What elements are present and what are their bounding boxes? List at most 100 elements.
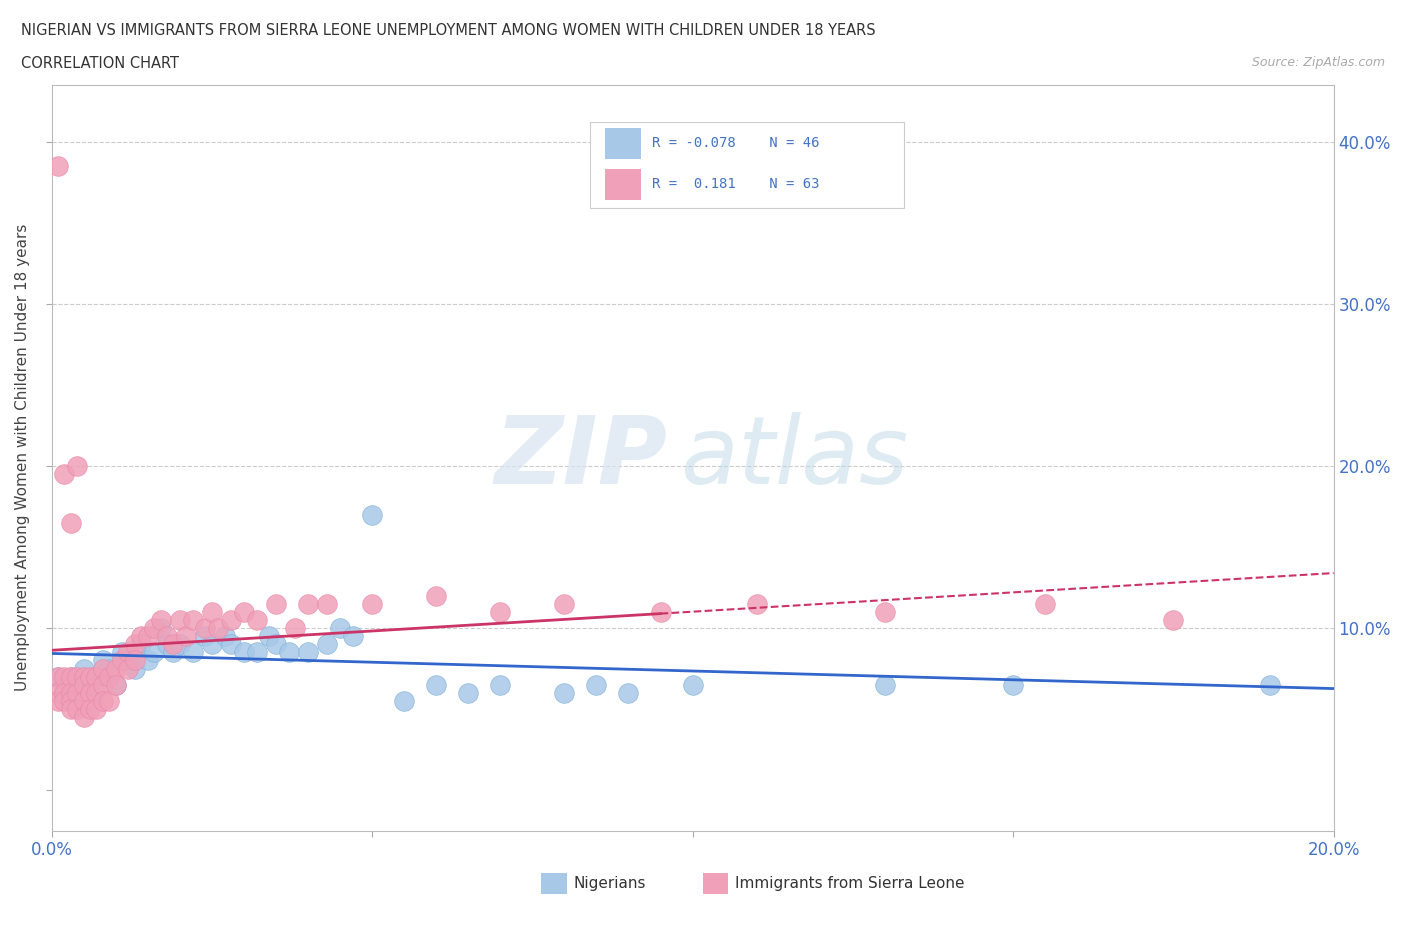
Text: NIGERIAN VS IMMIGRANTS FROM SIERRA LEONE UNEMPLOYMENT AMONG WOMEN WITH CHILDREN : NIGERIAN VS IMMIGRANTS FROM SIERRA LEONE… [21, 23, 876, 38]
Point [104, 661, 127, 676]
Point [111, 653, 134, 668]
Y-axis label: Unemployment Among Women with Children Under 18 years: Unemployment Among Women with Children U… [15, 224, 30, 691]
Point [1002, 677, 1025, 692]
Point [392, 694, 415, 709]
Point [72, 710, 94, 724]
Point [129, 637, 152, 652]
Point [149, 620, 172, 635]
Point [342, 629, 364, 644]
Point [136, 629, 159, 644]
Point [72, 677, 94, 692]
Point [86, 670, 108, 684]
Text: Nigerians: Nigerians [574, 876, 647, 891]
Point [53, 670, 76, 684]
Point [219, 613, 242, 628]
Point [585, 677, 607, 692]
Bar [606, 169, 641, 200]
Point [214, 629, 236, 644]
Point [489, 604, 512, 619]
Point [59, 694, 82, 709]
Point [91, 694, 114, 709]
Text: Immigrants from Sierra Leone: Immigrants from Sierra Leone [735, 876, 965, 891]
Point [149, 613, 172, 628]
Point [59, 670, 82, 684]
Point [553, 685, 575, 700]
Point [232, 604, 254, 619]
Point [59, 702, 82, 717]
Point [66, 670, 89, 684]
Point [1163, 613, 1185, 628]
Point [1258, 677, 1281, 692]
Point [264, 637, 287, 652]
Point [201, 637, 224, 652]
Point [124, 661, 146, 676]
Point [104, 677, 127, 692]
Point [316, 596, 339, 611]
Point [79, 677, 101, 692]
Point [156, 629, 179, 644]
Point [297, 644, 319, 659]
Point [194, 629, 217, 644]
Point [181, 613, 204, 628]
Text: CORRELATION CHART: CORRELATION CHART [21, 56, 179, 71]
Point [316, 637, 339, 652]
Point [745, 596, 768, 611]
Point [143, 644, 166, 659]
Point [174, 629, 197, 644]
Point [91, 653, 114, 668]
Point [46, 670, 69, 684]
Point [169, 613, 191, 628]
Point [194, 620, 217, 635]
Point [117, 661, 139, 676]
Point [143, 620, 166, 635]
Bar [606, 127, 641, 159]
Point [181, 644, 204, 659]
Point [201, 604, 224, 619]
Point [53, 467, 76, 482]
Point [86, 702, 108, 717]
Point [117, 653, 139, 668]
Point [72, 694, 94, 709]
Point [136, 653, 159, 668]
Point [111, 644, 134, 659]
Point [79, 670, 101, 684]
Point [46, 694, 69, 709]
Point [72, 661, 94, 676]
Text: atlas: atlas [679, 412, 908, 503]
Point [79, 685, 101, 700]
Text: Source: ZipAtlas.com: Source: ZipAtlas.com [1251, 56, 1385, 69]
FancyBboxPatch shape [591, 122, 904, 207]
Point [284, 620, 307, 635]
Point [617, 685, 640, 700]
Point [46, 158, 69, 173]
Point [91, 661, 114, 676]
Point [59, 685, 82, 700]
Point [66, 702, 89, 717]
Point [425, 588, 447, 603]
Text: ZIP: ZIP [494, 412, 666, 504]
Point [264, 596, 287, 611]
Point [361, 507, 384, 522]
Point [124, 653, 146, 668]
Point [86, 670, 108, 684]
Point [873, 604, 896, 619]
Point [156, 637, 179, 652]
Point [124, 637, 146, 652]
Text: R = -0.078    N = 46: R = -0.078 N = 46 [651, 136, 820, 150]
Point [104, 677, 127, 692]
Point [207, 620, 229, 635]
Point [79, 702, 101, 717]
Point [425, 677, 447, 692]
Point [219, 637, 242, 652]
Point [59, 515, 82, 530]
Point [457, 685, 479, 700]
Point [682, 677, 704, 692]
Point [98, 661, 121, 676]
Point [650, 604, 672, 619]
Point [46, 670, 69, 684]
Point [98, 670, 121, 684]
Point [873, 677, 896, 692]
Point [46, 685, 69, 700]
Point [246, 644, 269, 659]
Point [259, 629, 281, 644]
